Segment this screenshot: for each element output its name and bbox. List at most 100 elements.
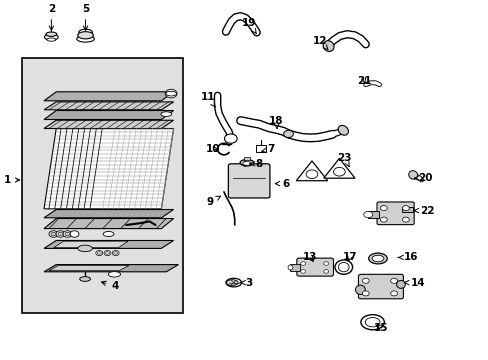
- Circle shape: [333, 167, 345, 176]
- Ellipse shape: [225, 278, 241, 287]
- Ellipse shape: [77, 36, 94, 42]
- Polygon shape: [323, 158, 354, 178]
- Circle shape: [362, 291, 368, 296]
- Bar: [244, 157, 249, 160]
- Text: 12: 12: [312, 36, 327, 50]
- Polygon shape: [44, 265, 178, 272]
- Ellipse shape: [338, 262, 348, 272]
- Circle shape: [224, 134, 237, 143]
- Bar: [402, 207, 412, 212]
- Ellipse shape: [323, 41, 333, 51]
- Polygon shape: [44, 129, 173, 209]
- Text: 13: 13: [303, 252, 317, 262]
- Circle shape: [300, 270, 305, 273]
- Ellipse shape: [78, 245, 92, 252]
- Text: 3: 3: [240, 278, 252, 288]
- Ellipse shape: [44, 34, 58, 40]
- Circle shape: [402, 206, 408, 211]
- Text: 16: 16: [397, 252, 417, 262]
- Circle shape: [390, 291, 397, 296]
- Polygon shape: [296, 161, 327, 181]
- Polygon shape: [44, 92, 173, 101]
- Ellipse shape: [371, 255, 383, 262]
- Polygon shape: [54, 241, 128, 248]
- Circle shape: [51, 232, 56, 236]
- Ellipse shape: [334, 260, 352, 274]
- Circle shape: [300, 262, 305, 265]
- Text: 10: 10: [205, 144, 220, 154]
- Circle shape: [323, 270, 328, 273]
- Text: 6: 6: [275, 179, 289, 189]
- Circle shape: [114, 252, 118, 255]
- Ellipse shape: [240, 159, 253, 166]
- Polygon shape: [44, 219, 173, 229]
- Text: 22: 22: [413, 206, 434, 216]
- Text: 17: 17: [342, 252, 356, 262]
- Ellipse shape: [46, 32, 57, 36]
- Circle shape: [97, 252, 101, 255]
- Text: 11: 11: [200, 92, 215, 107]
- Circle shape: [96, 251, 102, 256]
- Circle shape: [70, 231, 79, 237]
- Ellipse shape: [165, 91, 176, 96]
- Ellipse shape: [408, 171, 417, 179]
- Text: 8: 8: [249, 159, 262, 169]
- Text: 19: 19: [242, 18, 256, 33]
- Polygon shape: [44, 240, 173, 248]
- Text: 9: 9: [206, 196, 220, 207]
- Text: 2: 2: [48, 4, 55, 30]
- Text: 4: 4: [102, 281, 119, 291]
- Circle shape: [363, 211, 372, 218]
- Circle shape: [402, 217, 408, 222]
- Polygon shape: [44, 210, 173, 218]
- Ellipse shape: [226, 280, 238, 285]
- Circle shape: [390, 278, 397, 283]
- Bar: [367, 211, 378, 218]
- Circle shape: [112, 251, 119, 256]
- Ellipse shape: [79, 29, 92, 36]
- FancyBboxPatch shape: [376, 202, 413, 225]
- Polygon shape: [44, 120, 173, 129]
- Text: 14: 14: [404, 278, 425, 288]
- Text: 7: 7: [261, 144, 275, 154]
- FancyBboxPatch shape: [296, 258, 333, 276]
- Ellipse shape: [396, 280, 405, 288]
- Ellipse shape: [161, 112, 171, 117]
- Ellipse shape: [80, 276, 90, 282]
- Text: 15: 15: [373, 323, 388, 333]
- Ellipse shape: [355, 285, 365, 294]
- Polygon shape: [49, 265, 129, 271]
- Circle shape: [362, 278, 368, 283]
- Circle shape: [380, 206, 386, 211]
- FancyBboxPatch shape: [228, 164, 269, 198]
- Ellipse shape: [108, 271, 120, 277]
- Circle shape: [283, 130, 293, 138]
- Circle shape: [104, 251, 111, 256]
- Ellipse shape: [287, 265, 292, 270]
- Circle shape: [165, 89, 177, 98]
- Circle shape: [65, 232, 70, 236]
- Ellipse shape: [47, 38, 56, 41]
- FancyBboxPatch shape: [358, 274, 403, 299]
- Polygon shape: [44, 102, 173, 110]
- Circle shape: [105, 252, 109, 255]
- Polygon shape: [44, 111, 173, 120]
- Circle shape: [323, 262, 328, 265]
- Text: 5: 5: [82, 4, 89, 30]
- Ellipse shape: [368, 253, 386, 264]
- Text: 18: 18: [268, 116, 283, 129]
- Text: 20: 20: [413, 173, 432, 183]
- Bar: [22, 58, 183, 313]
- Ellipse shape: [242, 162, 251, 165]
- Circle shape: [56, 231, 65, 237]
- Circle shape: [380, 217, 386, 222]
- Ellipse shape: [78, 32, 93, 39]
- Circle shape: [58, 232, 63, 236]
- Ellipse shape: [103, 231, 114, 237]
- Ellipse shape: [337, 125, 348, 135]
- Text: 1: 1: [4, 175, 20, 185]
- Circle shape: [63, 231, 72, 237]
- Circle shape: [305, 170, 317, 179]
- Circle shape: [49, 231, 58, 237]
- Bar: [255, 145, 265, 152]
